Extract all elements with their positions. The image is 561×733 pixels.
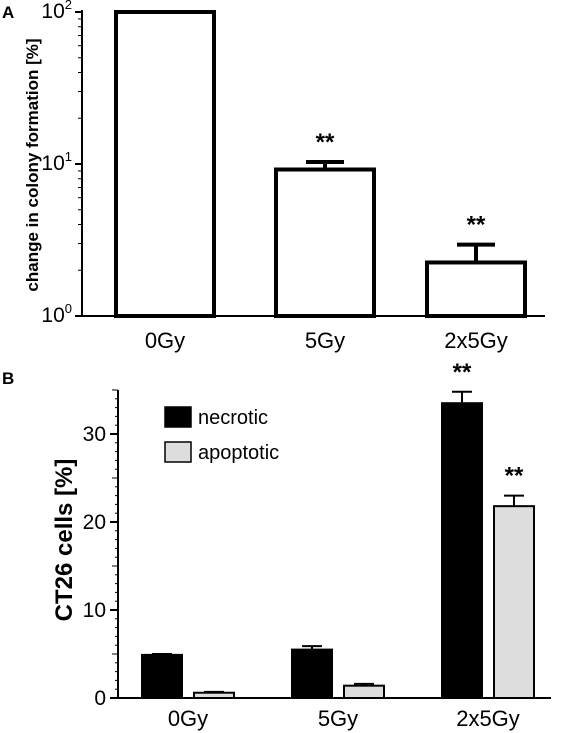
panel-b-y-tick-label-2: 20 (83, 511, 106, 534)
panel-a-significance-2: ** (467, 212, 486, 239)
panel-b-bars: ** ** (141, 359, 535, 700)
panel-b-significance-necrotic-2: ** (453, 359, 472, 386)
panel-b-bar-apoptotic-0 (193, 691, 235, 699)
panel-a-bars: ** ** (114, 10, 527, 319)
panel-a-bar-2 (425, 260, 527, 319)
panel-b-category-label-1: 5Gy (318, 706, 358, 731)
panel-a-category-label-0: 0Gy (145, 328, 185, 353)
panel-a-chart: A change in colony formation [%] 1001011… (2, 0, 545, 353)
panel-b-significance-apoptotic-2: ** (505, 463, 524, 490)
panel-a-y-tick-label-0: 100 (41, 301, 72, 327)
panel-b-y-tick-label-3: 30 (83, 423, 106, 446)
panel-b-bar-necrotic-0 (141, 653, 183, 700)
panel-b-bar-necrotic-1 (291, 648, 333, 699)
panel-a-letter: A (2, 3, 14, 22)
panel-b-legend: necrotic apoptotic (164, 406, 279, 464)
panel-b-bar-apoptotic-2 (493, 505, 535, 699)
panel-a-y-ticks: 100 101 102 (41, 0, 82, 327)
panel-a-bar-1 (274, 167, 376, 318)
panel-b-y-tick-label-0: 0 (94, 687, 106, 710)
panel-b-category-label-0: 0Gy (168, 706, 208, 731)
panel-b-category-label-2: 2x5Gy (456, 706, 520, 731)
panel-a-category-labels: 0Gy 5Gy 2x5Gy (145, 328, 508, 353)
panel-b-y-axis-label: CT26 cells [%] (51, 459, 78, 622)
panel-a-y-tick-label-1: 101 (41, 149, 72, 175)
panel-b-legend-label-apoptotic: apoptotic (198, 442, 279, 464)
panel-b-legend-swatch-necrotic (164, 406, 192, 428)
panel-b-chart: B CT26 cells [%] 0 10 20 30 ** ** 0Gy 5Gy 2x5G… (2, 359, 551, 731)
panel-a-category-label-2: 2x5Gy (444, 328, 508, 353)
panel-b-bar-apoptotic-1 (343, 684, 385, 699)
panel-a-y-tick-label-2: 102 (41, 0, 72, 23)
panel-b-legend-swatch-apoptotic (164, 441, 192, 463)
panel-b-category-labels: 0Gy 5Gy 2x5Gy (168, 706, 520, 731)
panel-b-bar-necrotic-2 (441, 402, 483, 699)
panel-a-y-axis-label: change in colony formation [%] (23, 38, 42, 291)
panel-a-category-label-1: 5Gy (305, 328, 345, 353)
panel-a-bar-0 (114, 10, 216, 318)
panel-b-letter: B (2, 369, 14, 388)
panel-b-axes (117, 390, 551, 699)
panel-b-y-ticks: 0 10 20 30 (83, 389, 118, 710)
panel-b-legend-label-necrotic: necrotic (198, 407, 268, 429)
panel-a-significance-1: ** (316, 129, 335, 156)
panel-b-y-tick-label-1: 10 (83, 599, 106, 622)
